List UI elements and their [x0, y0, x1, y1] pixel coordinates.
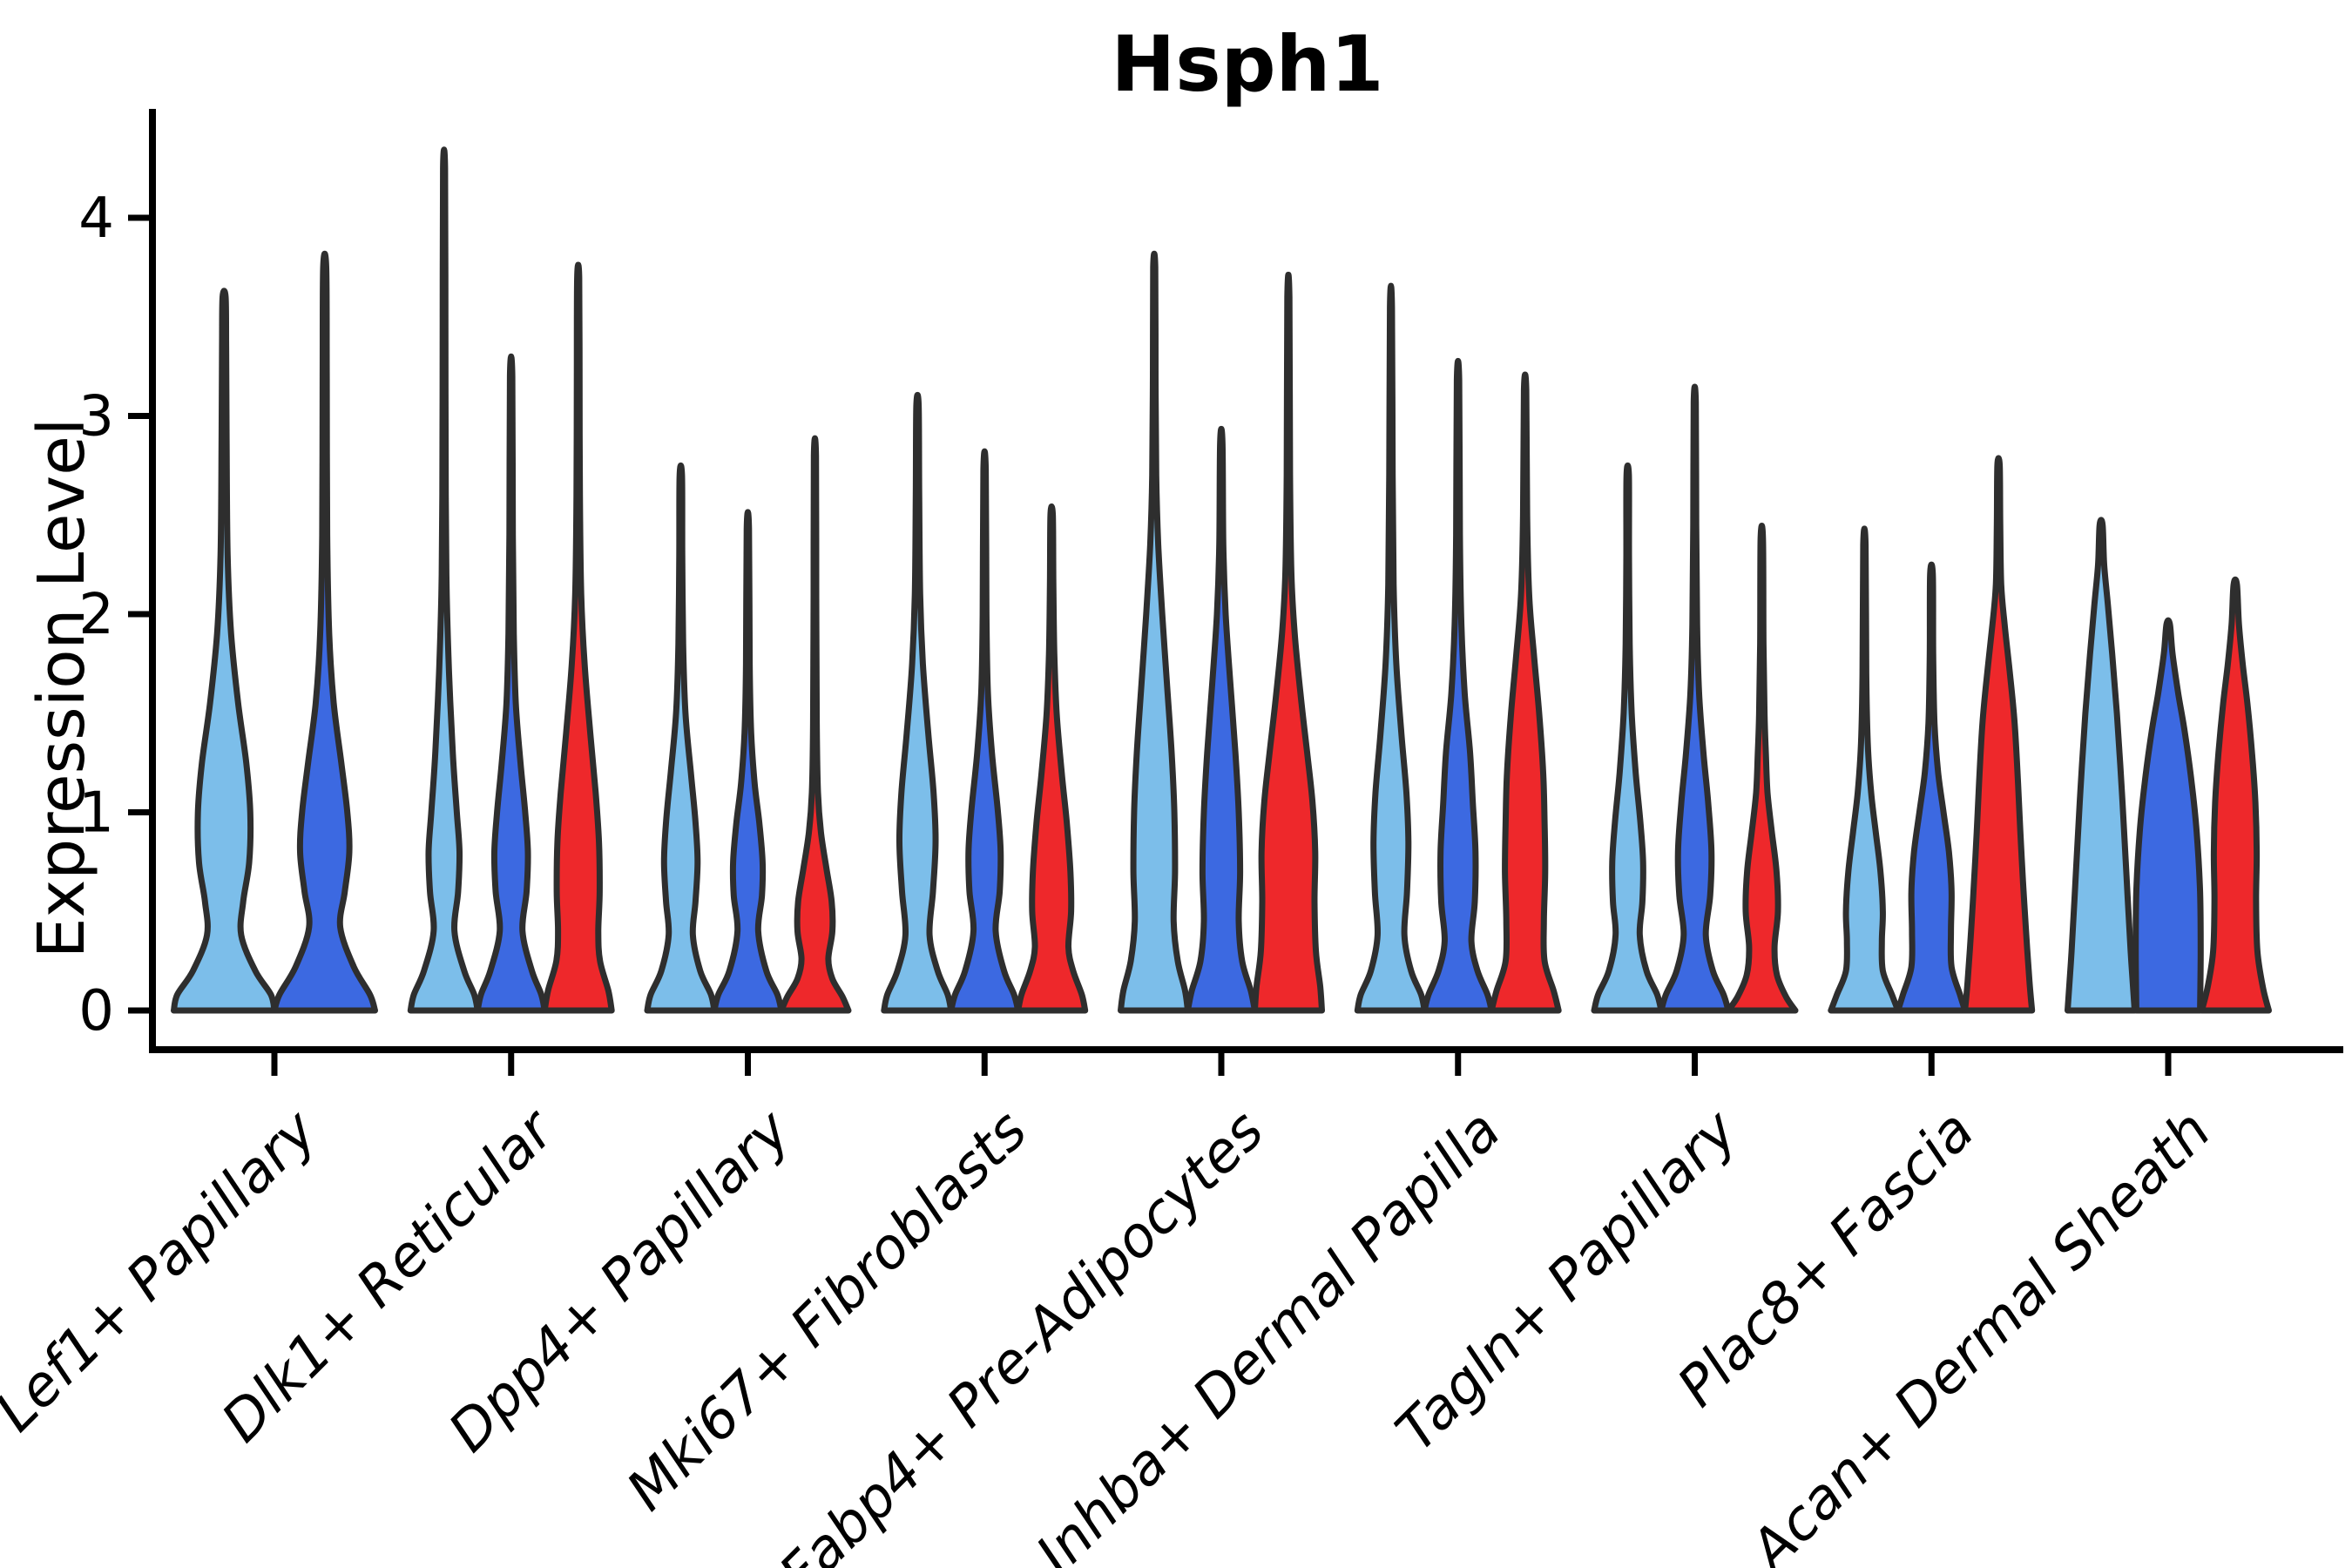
y-tick-label-3: 3: [78, 385, 114, 449]
violin-2-light_blue: [644, 462, 718, 1014]
y-tick-labels: 0 1 2 3 4: [78, 186, 114, 1044]
violin-8-light_blue: [2065, 517, 2138, 1014]
violins-layer: [171, 146, 2272, 1014]
violin-8-dark_blue: [2132, 617, 2204, 1014]
x-tick-label-8: Acan+ Dermal Sheath: [1736, 1098, 2223, 1568]
violin-1-red: [541, 261, 615, 1014]
y-axis-label: Expression Level: [24, 418, 99, 959]
y-tick-label-0: 0: [78, 979, 114, 1044]
violin-5-light_blue: [1354, 282, 1428, 1014]
violin-0-dark_blue: [271, 250, 378, 1014]
y-tick-label-2: 2: [78, 583, 114, 647]
violin-6-red: [1725, 523, 1799, 1014]
axis-spines: [149, 109, 2343, 1053]
violin-7-light_blue: [1828, 525, 1902, 1014]
chart-title: Hsph1: [1112, 19, 1384, 109]
violin-1-dark_blue: [474, 353, 548, 1014]
violin-4-light_blue: [1118, 250, 1191, 1014]
x-tick-label-5: Inhba+ Dermal Papilla: [1024, 1098, 1513, 1568]
violin-3-red: [1015, 503, 1089, 1014]
violin-7-red: [1962, 455, 2036, 1014]
violin-5-red: [1488, 371, 1562, 1014]
y-tick-label-4: 4: [78, 186, 114, 251]
violin-0-light_blue: [171, 287, 278, 1014]
violin-3-light_blue: [881, 391, 955, 1014]
x-tick-label-3: Mki67+ Fibroblasts: [615, 1098, 1040, 1524]
violin-2-dark_blue: [711, 509, 785, 1014]
violin-4-dark_blue: [1185, 425, 1258, 1014]
violin-2-red: [778, 435, 852, 1014]
axes: [128, 109, 2343, 1076]
violin-5-dark_blue: [1421, 357, 1495, 1014]
violin-6-light_blue: [1591, 462, 1665, 1014]
violin-8-red: [2199, 576, 2272, 1014]
violin-6-dark_blue: [1658, 383, 1732, 1014]
violin-4-red: [1252, 272, 1325, 1014]
violin-1-light_blue: [407, 146, 481, 1014]
y-tick-label-1: 1: [78, 781, 114, 846]
violin-7-dark_blue: [1895, 561, 1969, 1014]
violin-3-dark_blue: [948, 448, 1022, 1014]
